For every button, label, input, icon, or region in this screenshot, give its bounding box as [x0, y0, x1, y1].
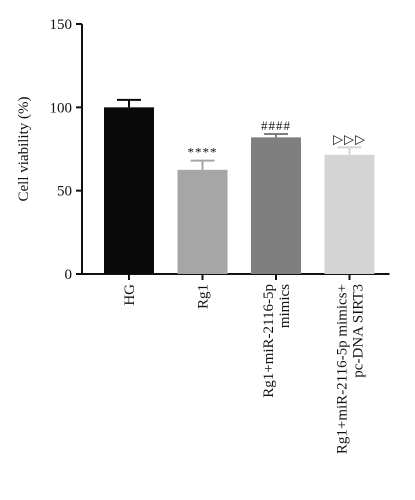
- x-axis-ticks: [128, 274, 351, 280]
- x-tick-label-line: Rg1+miR-2116-5p: [261, 284, 277, 398]
- y-axis-label: Cell viability (%): [16, 97, 32, 202]
- y-axis-ticks: 0 50 100 150: [50, 17, 82, 283]
- y-tick-label: 0: [65, 267, 73, 283]
- significance-marks: **** #### ▷▷▷: [188, 118, 366, 160]
- significance-label: ****: [188, 145, 218, 160]
- x-axis-tick-labels: HG Rg1 Rg1+miR-2116-5p mimics Rg1+miR-2116-5…: [122, 284, 367, 454]
- significance-label: ####: [261, 118, 291, 133]
- bar: [324, 154, 375, 274]
- x-tick-label-line: mimics: [277, 284, 293, 328]
- significance-label: ▷▷▷: [333, 131, 366, 146]
- x-tick-label: Rg1+miR-2116-5p mimics: [261, 284, 293, 398]
- x-tick-label: Rg1: [196, 284, 212, 309]
- x-tick-label-line: Rg1: [196, 284, 212, 309]
- y-tick-label: 50: [57, 184, 72, 200]
- bar: [251, 137, 301, 274]
- x-tick-label: Rg1+miR-2116-5p mimics+ pc-DNA SIRT3: [335, 284, 367, 454]
- x-tick-label: HG: [122, 284, 138, 306]
- x-tick-label-line: Rg1+miR-2116-5p mimics+: [335, 284, 351, 454]
- bar: [104, 107, 154, 274]
- y-tick-label: 150: [50, 17, 73, 33]
- error-bars: [117, 98, 362, 170]
- bar: [177, 169, 228, 274]
- y-tick-label: 100: [50, 100, 73, 116]
- x-tick-label-line: pc-DNA SIRT3: [351, 284, 367, 378]
- bars: [104, 107, 375, 274]
- x-tick-label-line: HG: [122, 284, 138, 306]
